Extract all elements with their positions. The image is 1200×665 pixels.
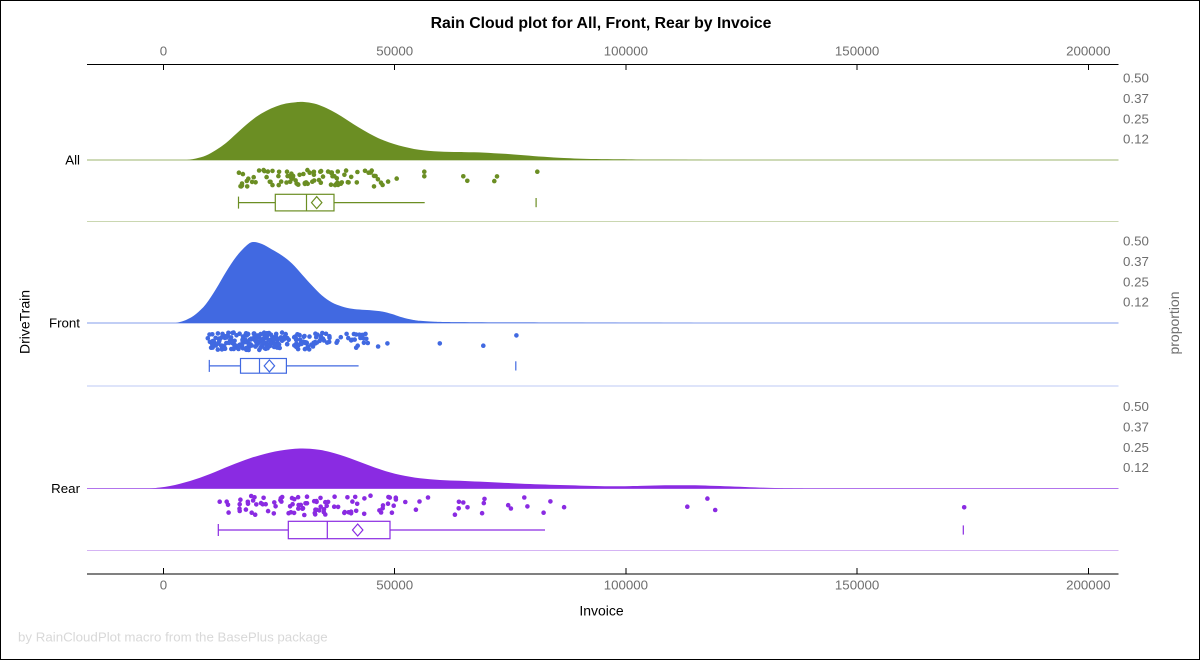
svg-text:100000: 100000	[604, 44, 648, 59]
svg-text:0: 0	[160, 44, 167, 59]
svg-text:0.25: 0.25	[1123, 440, 1149, 455]
svg-text:0: 0	[160, 578, 167, 593]
svg-text:200000: 200000	[1066, 44, 1110, 59]
svg-text:150000: 150000	[835, 44, 879, 59]
svg-text:Invoice: Invoice	[579, 603, 624, 619]
svg-text:150000: 150000	[835, 578, 879, 593]
svg-text:50000: 50000	[376, 44, 413, 59]
svg-text:0.50: 0.50	[1123, 399, 1149, 414]
svg-text:0.12: 0.12	[1123, 460, 1149, 475]
svg-text:0.25: 0.25	[1123, 111, 1149, 126]
svg-text:200000: 200000	[1066, 578, 1110, 593]
svg-text:Rain Cloud plot for All, Front: Rain Cloud plot for All, Front, Rear by …	[431, 15, 772, 32]
svg-text:100000: 100000	[604, 578, 648, 593]
svg-text:Front: Front	[49, 316, 80, 331]
svg-text:DriveTrain: DriveTrain	[17, 290, 33, 354]
svg-text:0.12: 0.12	[1123, 295, 1149, 310]
svg-text:Rear: Rear	[51, 481, 80, 496]
svg-text:0.12: 0.12	[1123, 132, 1149, 147]
svg-text:0.37: 0.37	[1123, 91, 1149, 106]
svg-text:by RainCloudPlot macro from th: by RainCloudPlot macro from the BasePlus…	[18, 630, 328, 645]
svg-text:0.37: 0.37	[1123, 420, 1149, 435]
svg-text:0.50: 0.50	[1123, 234, 1149, 249]
svg-text:0.37: 0.37	[1123, 254, 1149, 269]
svg-text:All: All	[65, 153, 80, 168]
svg-text:proportion: proportion	[1166, 291, 1182, 354]
svg-text:0.50: 0.50	[1123, 71, 1149, 86]
svg-text:0.25: 0.25	[1123, 274, 1149, 289]
svg-text:50000: 50000	[376, 578, 413, 593]
